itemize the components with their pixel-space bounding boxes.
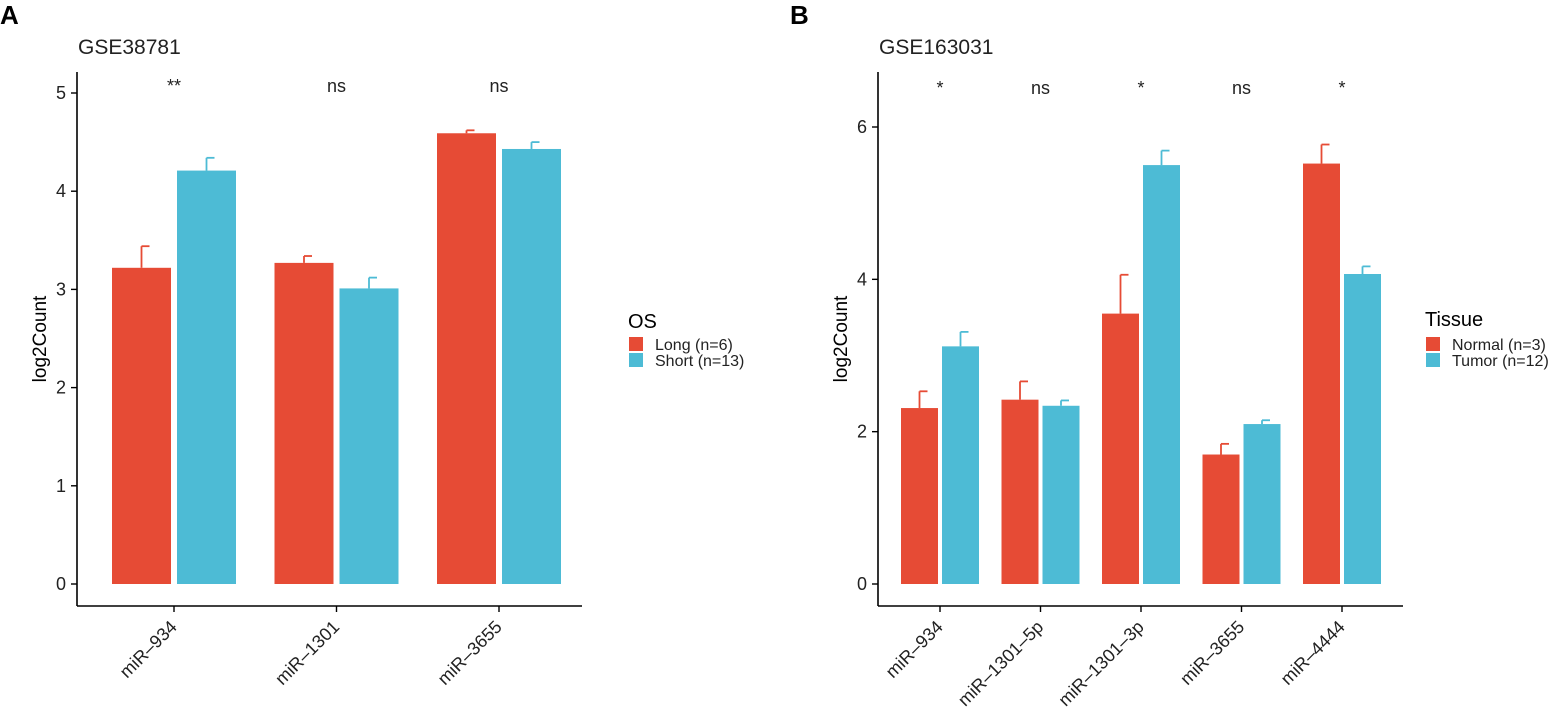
chart-title: GSE38781 <box>78 36 181 59</box>
significance-label: ns <box>327 76 346 96</box>
y-tick-label: 5 <box>56 83 66 103</box>
y-tick-label: 3 <box>56 279 66 299</box>
x-tick-label: miR–1301–3p <box>1054 617 1147 710</box>
panel-letter-b: B <box>790 0 809 30</box>
bar <box>112 267 171 584</box>
significance-label: * <box>1137 78 1144 98</box>
significance-label: ns <box>1232 78 1251 98</box>
legend: OS Long (n=6) Short (n=13) <box>628 311 744 370</box>
bar <box>942 346 979 584</box>
bar <box>1243 424 1281 584</box>
legend-label-short: Short (n=13) <box>655 353 744 370</box>
bar <box>1102 313 1139 584</box>
y-tick-label: 6 <box>857 117 867 137</box>
y-tick-label: 0 <box>56 574 66 594</box>
bar <box>1344 274 1381 584</box>
y-axis-label: log2Count <box>30 295 51 382</box>
bar <box>1143 165 1180 585</box>
y-tick-label: 0 <box>857 574 867 594</box>
legend-swatch-normal <box>1426 337 1440 351</box>
bar <box>274 262 334 584</box>
legend-label-normal: Normal (n=3) <box>1452 337 1546 354</box>
legend-swatch-tumor <box>1426 353 1440 367</box>
x-tick-label: miR–1301 <box>271 617 343 689</box>
bar <box>1303 163 1340 584</box>
bar <box>339 288 399 584</box>
panel-a: A GSE38781 OS Long (n=6) Short (n=13) 0 1… <box>0 0 744 689</box>
legend-label-long: Long (n=6) <box>655 337 733 354</box>
significance-label: * <box>936 78 943 98</box>
legend-swatch-short <box>629 353 643 367</box>
y-axis-label: log2Count <box>831 295 852 382</box>
legend-title: Tissue <box>1425 309 1483 331</box>
legend-swatch-long <box>629 337 643 351</box>
y-tick-label: 2 <box>857 422 867 442</box>
x-tick-label: miR–934 <box>882 617 947 682</box>
x-tick-label: miR–1301–5p <box>954 617 1047 710</box>
significance-label: ns <box>489 76 508 96</box>
significance-label: * <box>1338 78 1345 98</box>
x-tick-label: miR–4444 <box>1277 617 1349 689</box>
y-tick-label: 1 <box>56 476 66 496</box>
x-tick-label: miR–3655 <box>434 617 506 689</box>
legend-label-tumor: Tumor (n=12) <box>1452 353 1549 370</box>
bar <box>1001 399 1039 584</box>
chart-title: GSE163031 <box>879 36 993 59</box>
y-tick-label: 4 <box>857 269 867 289</box>
panel-b: B GSE163031 Tissue Normal (n=3) Tumor (n… <box>790 0 1549 710</box>
y-tick-label: 2 <box>56 378 66 398</box>
bar <box>1042 405 1080 584</box>
y-tick-label: 4 <box>56 181 66 201</box>
legend-title: OS <box>628 311 657 333</box>
panel-letter-a: A <box>0 0 19 30</box>
significance-label: ** <box>167 76 181 96</box>
bar <box>437 133 496 584</box>
significance-label: ns <box>1031 78 1050 98</box>
bar <box>502 148 561 584</box>
x-tick-label: miR–3655 <box>1176 617 1248 689</box>
legend: Tissue Normal (n=3) Tumor (n=12) <box>1425 309 1549 370</box>
bar <box>1202 454 1240 584</box>
bar <box>177 170 236 584</box>
bar <box>901 408 938 584</box>
x-tick-label: miR–934 <box>116 617 181 682</box>
